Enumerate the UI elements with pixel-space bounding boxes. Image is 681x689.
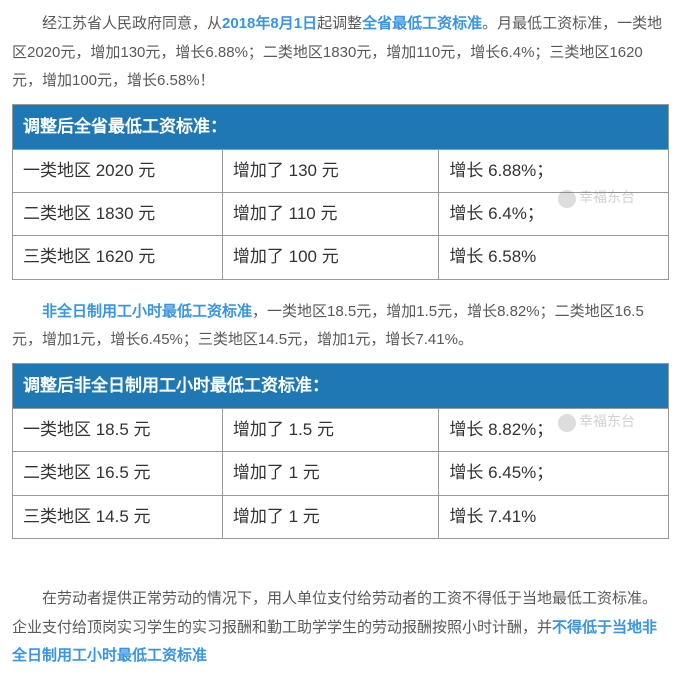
table-row: 三类地区 14.5 元 增加了 1 元 增长 7.41% bbox=[13, 495, 669, 538]
highlight-date: 2018年8月1日 bbox=[222, 15, 317, 32]
area-cell: 二类地区 16.5 元 bbox=[13, 452, 223, 495]
table-row: 二类地区 1830 元 增加了 110 元 增长 6.4%； bbox=[13, 193, 669, 236]
table-row: 二类地区 16.5 元 增加了 1 元 增长 6.45%； bbox=[13, 452, 669, 495]
table-title: 调整后全省最低工资标准： bbox=[13, 104, 669, 149]
area-cell: 三类地区 14.5 元 bbox=[13, 495, 223, 538]
area-cell: 二类地区 1830 元 bbox=[13, 193, 223, 236]
growth-cell: 增长 6.4%； bbox=[439, 193, 669, 236]
growth-cell: 增长 6.58% bbox=[439, 236, 669, 279]
area-cell: 一类地区 18.5 元 bbox=[13, 408, 223, 451]
highlight-hourly-label: 非全日制用工小时最低工资标准 bbox=[42, 303, 252, 320]
area-cell: 三类地区 1620 元 bbox=[13, 236, 223, 279]
table-row: 一类地区 2020 元 增加了 130 元 增长 6.88%； bbox=[13, 149, 669, 192]
table-row: 三类地区 1620 元 增加了 100 元 增长 6.58% bbox=[13, 236, 669, 279]
increase-cell: 增加了 1.5 元 bbox=[222, 408, 438, 451]
growth-cell: 增长 6.45%； bbox=[439, 452, 669, 495]
table-title: 调整后非全日制用工小时最低工资标准： bbox=[13, 363, 669, 408]
growth-cell: 增长 8.82%； bbox=[439, 408, 669, 451]
area-cell: 一类地区 2020 元 bbox=[13, 149, 223, 192]
growth-cell: 增长 7.41% bbox=[439, 495, 669, 538]
hourly-wage-table: 调整后非全日制用工小时最低工资标准： 一类地区 18.5 元 增加了 1.5 元… bbox=[12, 363, 669, 539]
paragraph-footer: 在劳动者提供正常劳动的情况下，用人单位支付给劳动者的工资不得低于当地最低工资标准… bbox=[12, 585, 669, 671]
text: 经江苏省人民政府同意，从 bbox=[42, 15, 222, 32]
growth-cell: 增长 6.88%； bbox=[439, 149, 669, 192]
increase-cell: 增加了 1 元 bbox=[222, 452, 438, 495]
monthly-wage-table: 调整后全省最低工资标准： 一类地区 2020 元 增加了 130 元 增长 6.… bbox=[12, 104, 669, 280]
table-row: 一类地区 18.5 元 增加了 1.5 元 增长 8.82%； bbox=[13, 408, 669, 451]
increase-cell: 增加了 100 元 bbox=[222, 236, 438, 279]
highlight-scope: 全省最低工资标准 bbox=[362, 15, 482, 32]
increase-cell: 增加了 1 元 bbox=[222, 495, 438, 538]
text: 起调整 bbox=[317, 15, 362, 32]
increase-cell: 增加了 110 元 bbox=[222, 193, 438, 236]
paragraph-intro: 经江苏省人民政府同意，从2018年8月1日起调整全省最低工资标准。月最低工资标准… bbox=[12, 10, 669, 96]
paragraph-hourly: 非全日制用工小时最低工资标准，一类地区18.5元，增加1.5元，增长8.82%；… bbox=[12, 298, 669, 355]
increase-cell: 增加了 130 元 bbox=[222, 149, 438, 192]
